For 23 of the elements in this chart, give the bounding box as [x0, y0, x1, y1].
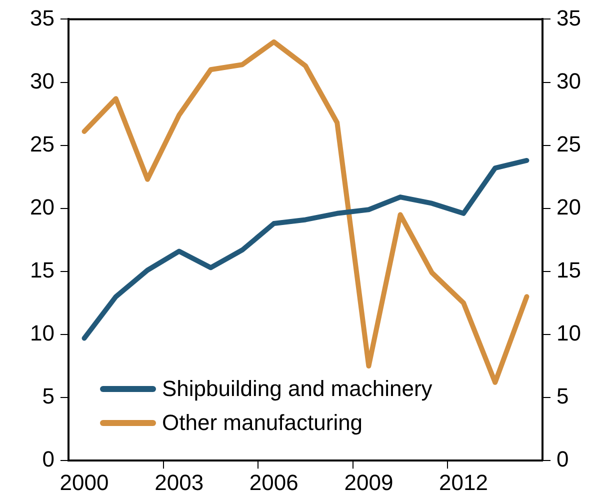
x-tick-label: 2009	[344, 470, 394, 495]
y2-tick-label: 20	[556, 194, 582, 220]
legend-label: Other manufacturing	[162, 410, 363, 436]
y2-tick-label: 15	[556, 257, 582, 282]
y-tick-label: 0	[42, 446, 54, 472]
y2-tick-label: 35	[556, 5, 582, 30]
y2-tick-label: 10	[556, 320, 582, 346]
y-tick-label: 35	[30, 5, 54, 30]
y-tick-label: 15	[30, 257, 54, 282]
x-tick-label: 2012	[439, 470, 488, 495]
y2-tick-label: 5	[556, 384, 569, 409]
y-tick-label: 25	[30, 131, 54, 156]
x-tick-label: 2000	[60, 470, 109, 495]
y-tick-label: 20	[30, 194, 54, 220]
y2-tick-label: 30	[556, 68, 582, 94]
x-tick-label: 2006	[249, 470, 298, 495]
y2-tick-label: 0	[556, 446, 569, 472]
y-tick-label: 30	[30, 68, 54, 94]
legend-label: Shipbuilding and machinery	[162, 376, 432, 402]
y-tick-label: 5	[42, 384, 54, 409]
y-tick-label: 10	[30, 320, 54, 346]
y2-tick-label: 25	[556, 131, 582, 156]
x-tick-label: 2003	[154, 470, 204, 495]
